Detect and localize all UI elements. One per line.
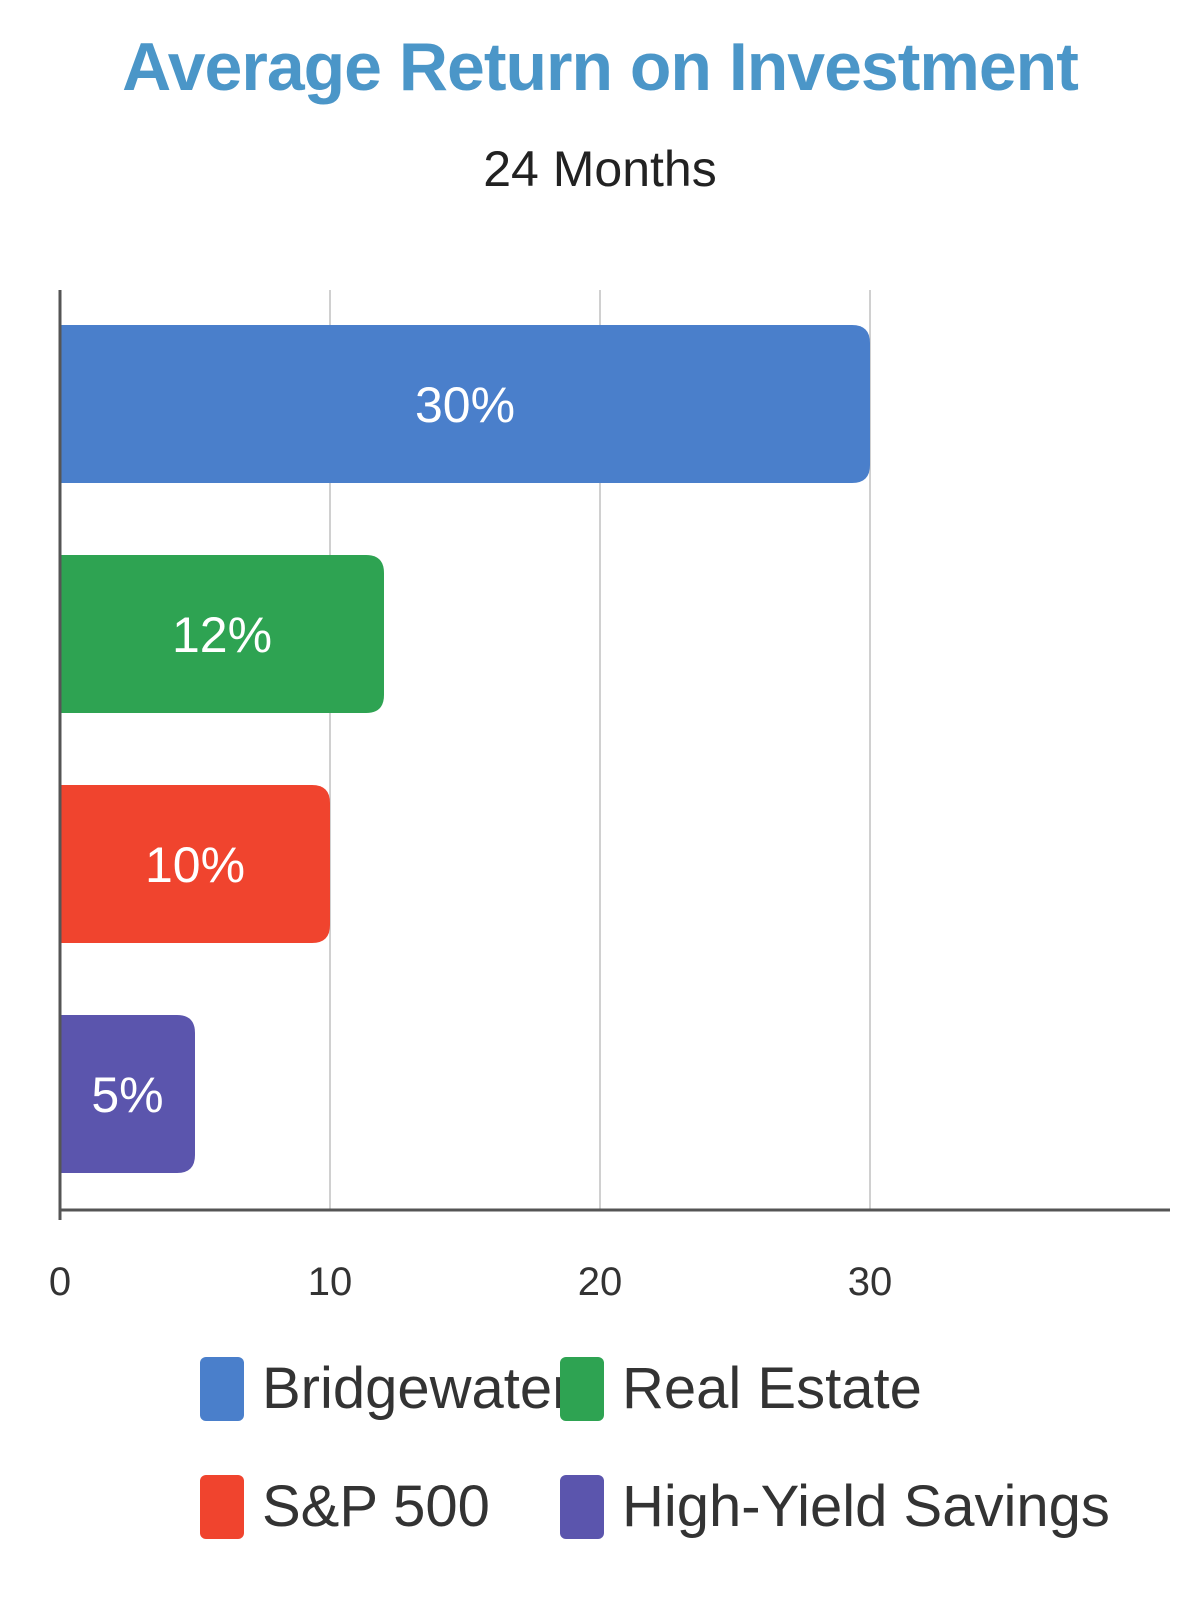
legend-item: Bridgewater (200, 1355, 571, 1422)
legend-label: S&P 500 (262, 1474, 490, 1539)
legend-swatch (200, 1356, 244, 1421)
legend-item: Real Estate (560, 1355, 922, 1422)
bar-bridgewater (60, 325, 870, 483)
x-tick-label: 30 (848, 1260, 893, 1304)
legend-item: High-Yield Savings (560, 1473, 1110, 1540)
legend-swatch (200, 1474, 244, 1539)
bar-data-label: 10% (145, 837, 245, 893)
legend-label: Real Estate (622, 1356, 922, 1421)
bar-data-label: 5% (91, 1067, 163, 1123)
legend-swatch (560, 1474, 604, 1539)
chart-subtitle: 24 Months (483, 141, 717, 197)
x-tick-label: 10 (308, 1260, 353, 1304)
legend-swatch (560, 1356, 604, 1421)
chart-title: Average Return on Investment (122, 29, 1079, 105)
bar-high-yield-savings (60, 1015, 195, 1173)
legend-label: High-Yield Savings (622, 1474, 1110, 1539)
bar-chart: 30% 12% 10% 5% 0 10 20 30 (49, 290, 1170, 1304)
bar-data-label: 30% (415, 377, 515, 433)
x-tick-label: 20 (578, 1260, 623, 1304)
bars: 30% 12% 10% 5% (60, 325, 870, 1173)
legend-label: Bridgewater (262, 1356, 572, 1421)
bar-real-estate (60, 555, 384, 713)
x-tick-label: 0 (49, 1260, 71, 1304)
legend-item: S&P 500 (200, 1473, 490, 1540)
bar-data-label: 12% (172, 607, 272, 663)
bar-s-p-500 (60, 785, 330, 943)
axes (58, 290, 1170, 1220)
x-tick-labels: 0 10 20 30 (49, 1260, 892, 1304)
